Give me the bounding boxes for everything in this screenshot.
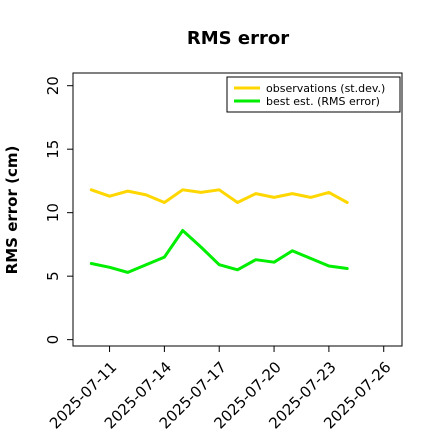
y-tick-label: 0 [44,335,62,345]
series-line-0 [89,188,349,204]
y-tick-label: 5 [44,271,62,281]
y-tick-label: 15 [44,140,62,159]
chart-title: RMS error [187,28,289,49]
y-tick-label: 20 [44,76,62,95]
legend-label-best-estimate: best est. (RMS error) [266,95,380,108]
x-axis: 2025-07-112025-07-142025-07-172025-07-20… [46,346,395,432]
y-tick-label: 10 [44,203,62,222]
plot-area [72,72,403,347]
legend-box [226,76,401,113]
series-line-1 [89,229,349,274]
series-layer [89,188,349,274]
legend-label-observations: observations (st.dev.) [266,82,385,95]
y-axis-label: RMS error (cm) [3,146,21,275]
legend: observations (st.dev.) best est. (RMS er… [226,76,401,113]
y-axis: 0 5 10 15 20 [44,76,73,344]
